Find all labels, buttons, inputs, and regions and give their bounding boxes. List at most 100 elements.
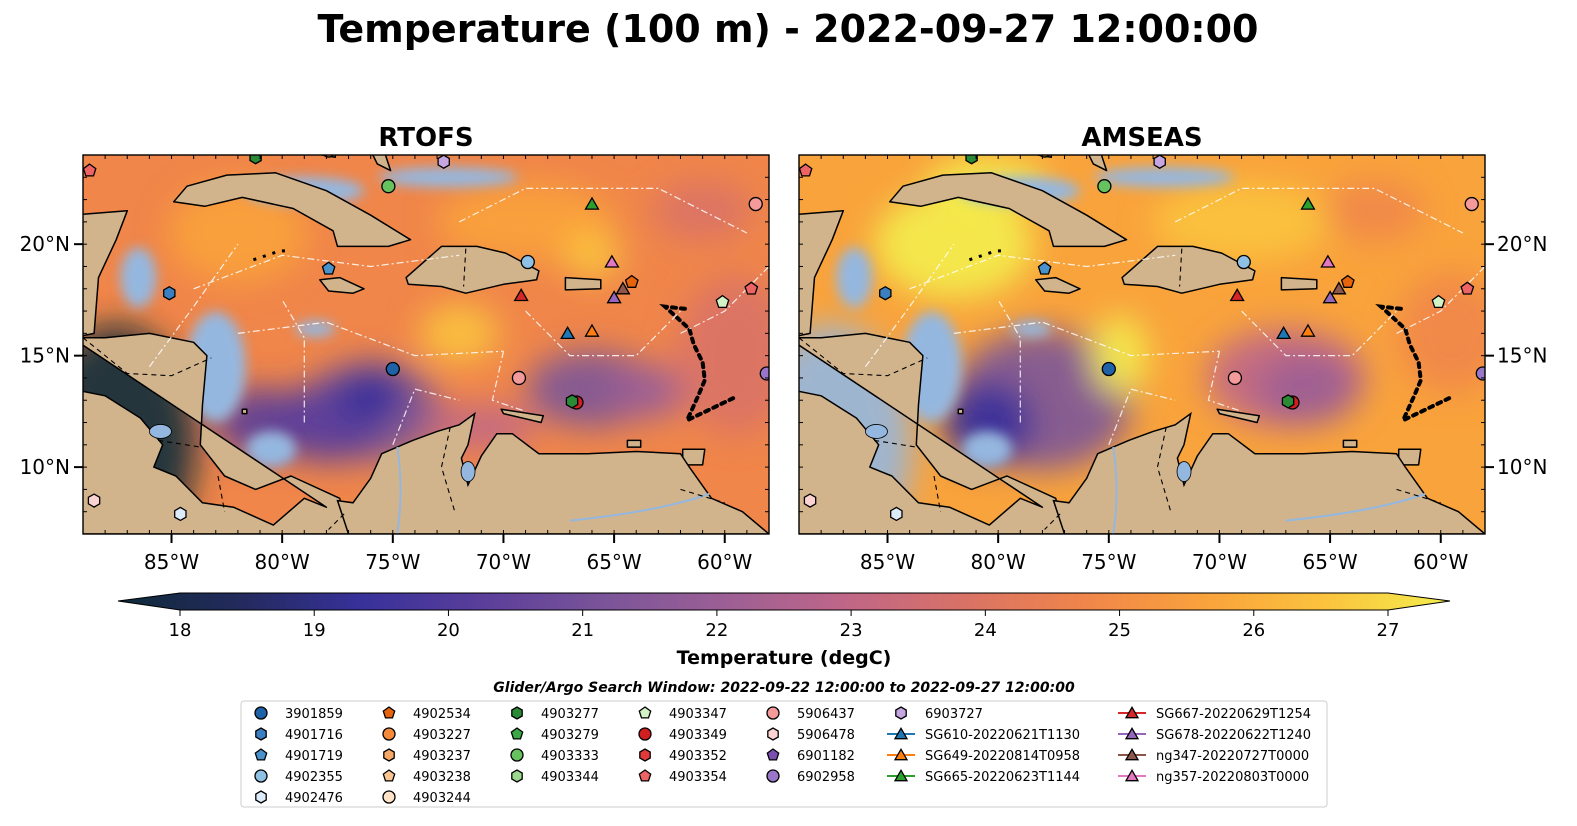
platform-marker	[1475, 366, 1485, 381]
eez-line	[909, 254, 1176, 290]
legend-label: SG667-20220629T1254	[1156, 707, 1311, 722]
temperature-patch	[561, 230, 622, 281]
lon-tick-label: 75°W	[1081, 550, 1136, 574]
platform-marker	[965, 155, 978, 165]
legend-marker	[254, 769, 268, 783]
platform-marker	[584, 196, 600, 210]
platform-marker	[1153, 155, 1166, 169]
platform-marker	[381, 179, 396, 194]
legend-marker	[767, 727, 779, 741]
platform-marker	[1276, 325, 1292, 340]
legend-label: 4903277	[541, 707, 599, 722]
eez-line	[148, 243, 239, 368]
lesser-antilles	[1375, 303, 1452, 425]
lon-tick-label: 60°W	[697, 550, 752, 574]
land-cuba	[888, 172, 1128, 248]
legend-marker	[1124, 768, 1140, 782]
platform-markers	[799, 155, 1485, 522]
temperature-patch	[419, 303, 500, 364]
colorbar-tick-label: 19	[303, 620, 326, 641]
platform-marker	[1227, 370, 1243, 386]
legend-entry: 4903238	[382, 769, 471, 785]
eez-boundaries	[148, 187, 769, 446]
platform-marker	[1331, 281, 1347, 295]
legend-entry: 4903279	[510, 727, 599, 743]
temperature-anomalies	[83, 180, 769, 534]
lat-tick-label: 10°N	[1497, 455, 1547, 479]
land-abc	[500, 408, 545, 424]
platform-marker	[1037, 261, 1052, 275]
platform-marker	[1340, 274, 1355, 288]
platform-marker	[87, 493, 101, 508]
eez-line	[491, 351, 526, 412]
legend-marker	[254, 748, 268, 761]
shelf-patch	[295, 320, 336, 337]
legend-marker	[254, 706, 268, 720]
land-cuba	[172, 172, 412, 248]
legend-marker	[895, 706, 907, 720]
colorbar-tick-label: 27	[1377, 620, 1400, 641]
rivers	[1112, 446, 1426, 534]
legend-label: ng357-20220803T0000	[1156, 770, 1309, 785]
eez-boundaries	[864, 187, 1485, 446]
platform-marker	[748, 196, 763, 212]
platform-marker	[511, 370, 527, 386]
colorbar-tick-label: 18	[169, 620, 192, 641]
map-content	[799, 155, 1485, 534]
eez-line	[525, 310, 681, 357]
land-bahamas2	[1088, 155, 1108, 172]
border-line	[874, 439, 917, 448]
legend-entry: 4901719	[254, 748, 343, 764]
border-line	[1044, 513, 1061, 530]
legend-entry: ng357-20220803T0000	[1118, 768, 1309, 785]
platform-marker	[1229, 287, 1245, 302]
eez-line	[1174, 187, 1464, 234]
lake-nicaragua	[865, 424, 888, 439]
legend-entry: 4902476	[255, 790, 343, 806]
colorbar-tick-label: 24	[974, 620, 997, 641]
legend-label: 4903354	[669, 770, 727, 785]
legend-label: 4903349	[669, 728, 727, 743]
platform-marker	[604, 254, 620, 268]
platform-marker	[744, 281, 759, 295]
land-yucatan	[799, 209, 845, 337]
platform-markers	[83, 155, 769, 522]
eez-line	[1207, 351, 1242, 412]
platform-marker	[624, 274, 639, 288]
legend-entry: SG665-20220623T1144	[887, 768, 1080, 785]
legend-entry: SG667-20220629T1254	[1118, 705, 1311, 722]
legend-marker	[383, 748, 395, 762]
legend-label: 6903727	[925, 707, 983, 722]
platform-marker	[513, 287, 529, 302]
legend-label: 4903244	[413, 791, 471, 806]
eez-line	[953, 321, 1220, 357]
legend-entry: 5906478	[767, 727, 855, 743]
lon-tick-label: 70°W	[476, 550, 531, 574]
legend-label: 5906478	[797, 728, 855, 743]
legend-label: 4903344	[541, 770, 599, 785]
platform-marker	[759, 366, 769, 381]
platform-marker	[879, 285, 892, 301]
eez-line	[864, 243, 955, 368]
legend-items: 3901859 4901716 4901719 4902355 4902476 49025…	[254, 705, 1311, 806]
lon-tick-label: 85°W	[144, 550, 199, 574]
land-bahamas2	[372, 155, 392, 172]
eez-line	[1396, 266, 1485, 334]
platform-marker	[565, 394, 579, 409]
legend-label: 4901716	[285, 728, 343, 743]
lon-tick-label: 80°W	[971, 550, 1026, 574]
shelf-patch	[1094, 167, 1235, 188]
legend-entry: 4903227	[382, 727, 471, 743]
platform-marker	[1236, 254, 1251, 270]
eez-line	[680, 266, 769, 334]
lesser-antilles	[659, 303, 736, 425]
legend-marker	[511, 706, 523, 720]
country-borders	[83, 248, 725, 530]
legend-marker	[638, 727, 652, 741]
legend-entry: 4903237	[383, 748, 471, 764]
legend-label: 4903237	[413, 749, 471, 764]
search-window-label: Glider/Argo Search Window: 2022-09-22 12…	[493, 680, 1075, 696]
legend-marker	[510, 748, 524, 762]
border-line	[328, 513, 345, 530]
